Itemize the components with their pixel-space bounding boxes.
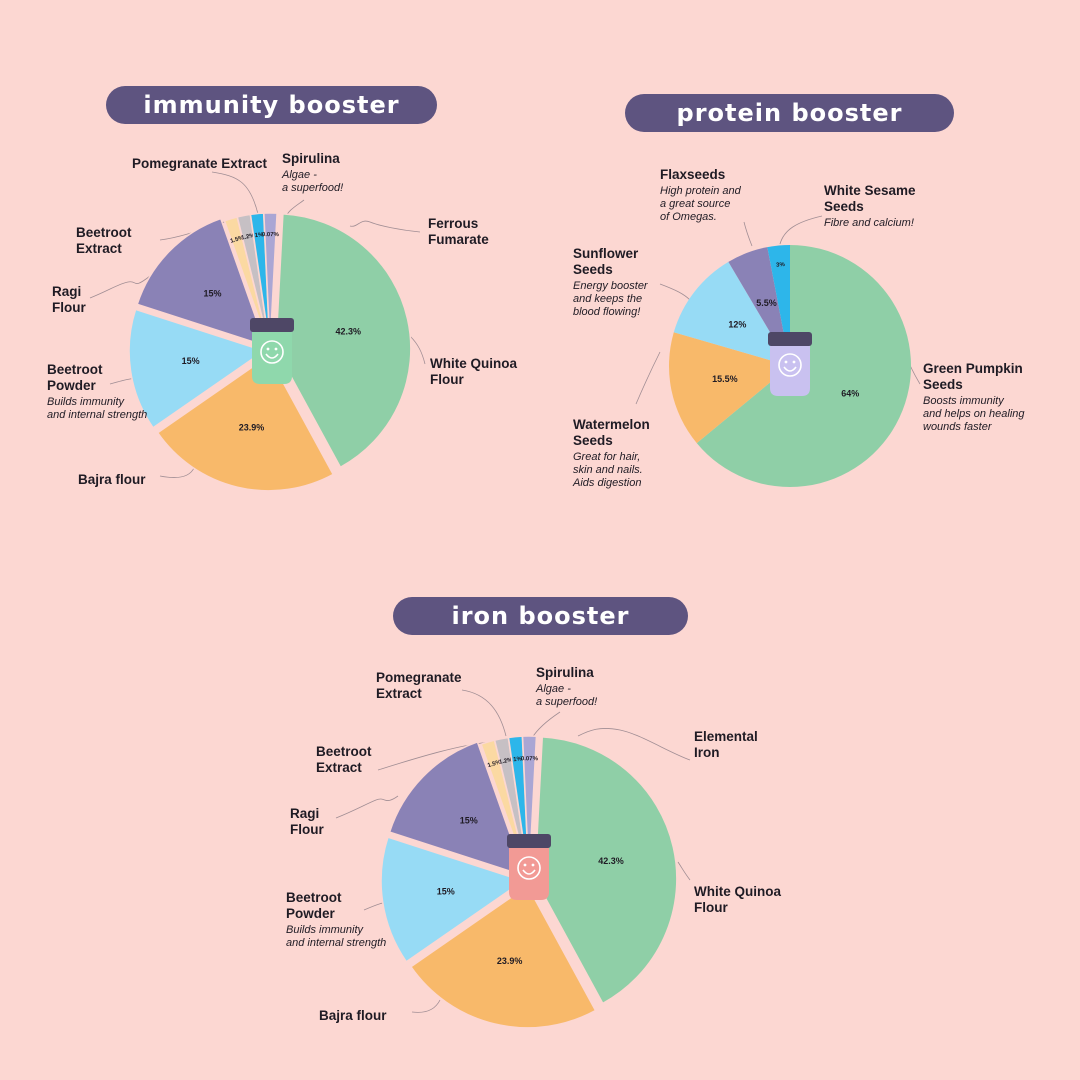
pie-value-label: 5.5% — [756, 298, 777, 308]
pie-label-beetroot-extract: Beetroot Extract — [316, 744, 372, 775]
pie-label-watermelon-seeds: Watermelon Seeds Great for hair, skin an… — [573, 417, 650, 489]
product-jar-icon — [250, 318, 294, 384]
pie-value-label: 12% — [728, 320, 746, 330]
pie-label-beetroot-powder: Beetroot Powder — [286, 890, 342, 921]
pie-value-label: 23.9% — [239, 422, 265, 432]
pie-label-spirulina: Spirulina Algae - a superfood! — [282, 151, 344, 194]
pie-slice-ragi-flour — [136, 217, 267, 347]
pie-label-beetroot-extract: Beetroot Extract — [76, 225, 132, 256]
pie-value-label: 15% — [437, 887, 455, 897]
product-jar-icon — [768, 332, 812, 396]
iron-booster-title: iron booster — [393, 597, 688, 635]
pie-value-label: 42.3% — [598, 856, 624, 866]
pie-value-label: 15% — [203, 288, 221, 298]
pie-label-bajra-flour: Bajra flour — [319, 1008, 387, 1023]
pie-label-white-quinoa-flour: White Quinoa Flour — [430, 356, 517, 387]
pie-desc-beetroot-powder: Builds immunity and internal strength — [286, 924, 387, 949]
pie-slice-ragi-flour — [388, 740, 526, 877]
pie-value-label: 15% — [460, 816, 478, 826]
pie-slice-elemental-iron — [521, 735, 538, 879]
pie-slice-sunflower-seeds — [673, 261, 790, 366]
pie-label-beetroot-powder: Beetroot Powder — [47, 362, 103, 393]
pie-label-ragi-flour: Ragi Flour — [52, 284, 86, 315]
pie-slice-watermelon-seeds — [669, 332, 790, 444]
pie-value-label: 1% — [513, 756, 523, 763]
pie-label-spirulina: Spirulina Algae - a superfood! — [536, 665, 598, 708]
pie-value-label: 1.2% — [499, 757, 514, 766]
iron-booster-pie-chart: 42.3% 23.9% 15% 15% 1.5%1.2% 1%0.07% — [380, 735, 678, 1029]
pie-value-label: 3% — [776, 262, 786, 269]
pie-slice-white-quinoa-flour — [534, 736, 678, 1005]
pie-value-label: 42.3% — [335, 327, 361, 337]
pie-label-flaxseeds: Flaxseeds High protein and a great sourc… — [660, 167, 741, 223]
pie-value-label: 15.5% — [712, 374, 738, 384]
pie-label-pomegranate-extract: Pomegranate Extract — [132, 156, 268, 171]
pie-slice-bajra-flour — [156, 354, 335, 492]
pie-desc-beetroot-powder: Builds immunity and internal strength — [47, 396, 148, 421]
pie-label-green-pumpkin-seeds: Green Pumpkin Seeds Boosts immunity and … — [923, 361, 1025, 433]
immunity-booster-title: immunity booster — [106, 86, 437, 124]
pie-value-label: 1% — [255, 232, 265, 239]
pie-value-label: 15% — [182, 356, 200, 366]
immunity-booster-pie-chart: 42.3% 23.9% 15% 15% 1.5%1.2% 1%0.07% — [128, 212, 412, 492]
pie-slice-bajra-flour — [409, 884, 597, 1029]
pie-label-white-quinoa-flour: White Quinoa Flour — [694, 884, 781, 915]
pie-slice-beetroot-powder — [128, 308, 266, 429]
pie-value-label: 0.07% — [262, 232, 280, 238]
pie-label-white-sesame-seeds: White Sesame Seeds Fibre and calcium! — [824, 183, 916, 229]
pie-value-label: 23.9% — [497, 956, 523, 966]
pie-value-label: 64% — [841, 389, 859, 399]
pie-value-label: 1.2% — [241, 233, 256, 242]
pie-slice-white-quinoa-flour — [275, 213, 412, 469]
pie-value-label: 0.07% — [521, 756, 539, 762]
pie-slice-beetroot-powder — [380, 836, 525, 963]
pie-value-label: 1.5% — [230, 235, 245, 245]
pie-label-bajra-flour: Bajra flour — [78, 472, 146, 487]
pie-label-ragi-flour: Ragi Flour — [290, 806, 324, 837]
pie-value-label: 1.5% — [487, 759, 502, 769]
pie-label-pomegranate-extract: Pomegranate Extract — [376, 670, 462, 701]
product-jar-icon — [507, 834, 551, 900]
protein-booster-title: protein booster — [625, 94, 954, 132]
pie-label-sunflower-seeds: Sunflower Seeds Energy booster and keeps… — [573, 246, 648, 318]
pie-slice-ferrous-fumarate — [263, 212, 278, 349]
pie-label-ferrous-fumarate: Ferrous Fumarate — [428, 216, 489, 247]
pie-label-elemental-iron: Elemental Iron — [694, 729, 758, 760]
